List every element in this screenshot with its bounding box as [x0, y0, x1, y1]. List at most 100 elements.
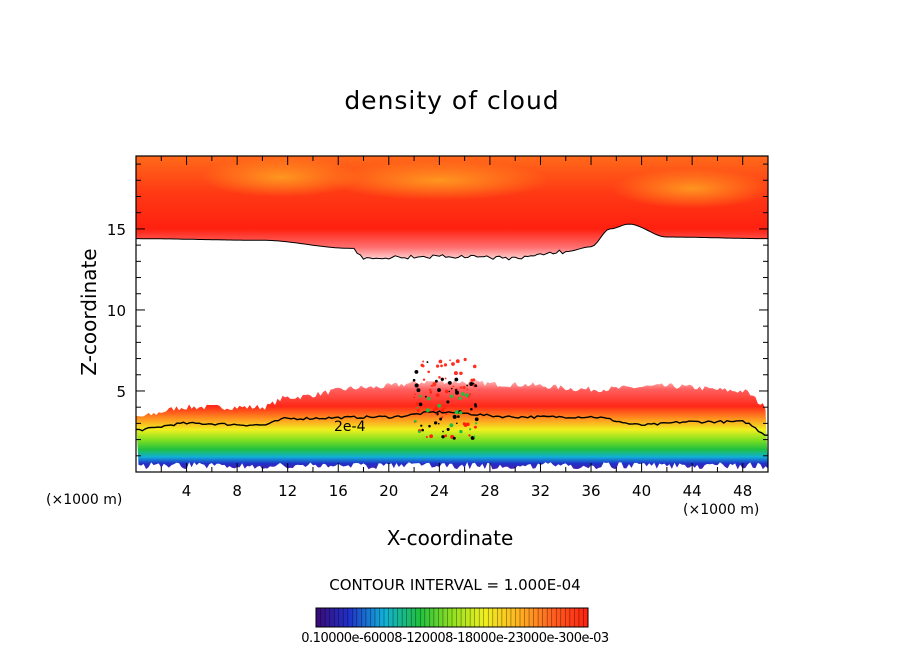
speckle — [447, 381, 452, 385]
speckle — [435, 413, 437, 415]
speckle — [441, 416, 444, 419]
speckle — [469, 393, 472, 396]
convective-speckles — [412, 357, 479, 440]
x-tick-label: 40 — [632, 482, 651, 500]
plot-frame — [135, 155, 769, 473]
speckle — [421, 428, 424, 432]
speckle — [437, 388, 441, 392]
speckle — [435, 393, 440, 397]
speckle — [466, 388, 469, 391]
speckle — [462, 385, 466, 390]
speckle — [427, 370, 431, 374]
speckle — [444, 377, 447, 380]
x-axis-label: X-coordinate — [386, 526, 514, 550]
x-tick-label: 36 — [581, 482, 600, 500]
speckle — [412, 378, 416, 382]
x-tick-label: 16 — [329, 482, 348, 500]
x-tick-label: 8 — [232, 482, 242, 500]
speckle — [467, 395, 470, 398]
speckle — [432, 382, 437, 387]
x-tick-label: 4 — [182, 482, 192, 500]
colorbar-ticks — [320, 608, 584, 627]
x-tick-label: 44 — [683, 482, 702, 500]
speckle — [466, 384, 469, 387]
y-axis-label: Z-coordinate — [77, 248, 101, 376]
speckle — [421, 364, 425, 368]
speckle — [416, 409, 420, 412]
speckle — [422, 378, 426, 381]
upper-cloud-cores — [201, 157, 768, 209]
speckle — [446, 400, 450, 404]
speckle — [424, 395, 427, 398]
speckle — [448, 390, 451, 393]
speckle — [474, 417, 479, 422]
speckle — [473, 425, 477, 429]
speckle — [463, 357, 467, 362]
speckle — [414, 369, 419, 374]
speckle — [432, 408, 437, 412]
speckle — [460, 372, 463, 374]
speckle — [458, 396, 462, 400]
contour-2e-4-line — [136, 410, 768, 436]
speckle — [436, 412, 439, 416]
speckle — [454, 377, 459, 382]
x-unit-right: (×1000 m) — [683, 502, 760, 518]
speckle — [470, 378, 474, 382]
x-tick-label: 28 — [480, 482, 499, 500]
speckle — [439, 417, 443, 421]
speckle — [443, 363, 448, 367]
y-tick-label: 15 — [107, 221, 126, 239]
x-tick-label: 12 — [278, 482, 297, 500]
speckle — [452, 414, 457, 419]
speckle — [422, 360, 425, 363]
speckle — [413, 396, 415, 399]
speckle — [426, 396, 431, 401]
colorbar-labels: 0.10000e-60008-120008-18000e-23000e-300e… — [301, 631, 609, 646]
speckle — [425, 435, 428, 438]
speckle — [418, 430, 421, 434]
speckle — [469, 382, 474, 386]
speckle — [438, 376, 441, 379]
speckle — [416, 388, 421, 393]
speckle — [474, 384, 478, 388]
speckle — [418, 402, 423, 407]
contour-label: 2e-4 — [334, 419, 366, 435]
speckle — [441, 435, 445, 439]
x-tick-label: 32 — [531, 482, 550, 500]
speckle — [416, 406, 419, 409]
speckle — [449, 359, 451, 362]
upper-cloud-core — [612, 168, 768, 209]
x-axis-ticks: 4 8 12 16 20 24 28 32 36 40 44 48 — [160, 156, 752, 500]
speckle — [440, 377, 444, 381]
speckle — [468, 434, 471, 437]
speckle — [429, 434, 434, 439]
speckle — [454, 410, 459, 415]
speckle — [453, 371, 458, 376]
x-tick-label: 48 — [733, 482, 752, 500]
speckle — [414, 393, 416, 396]
speckle — [451, 362, 455, 366]
speckle — [450, 387, 453, 390]
speckle — [438, 359, 443, 364]
speckle — [459, 429, 463, 434]
speckle — [463, 422, 468, 427]
speckle — [449, 394, 454, 398]
speckle — [444, 434, 448, 438]
speckle — [444, 407, 447, 410]
speckle — [456, 422, 458, 425]
speckle — [457, 415, 460, 418]
speckle — [452, 436, 456, 440]
speckle — [415, 402, 419, 406]
speckle — [472, 364, 477, 369]
speckle — [429, 391, 433, 394]
speckle — [449, 423, 454, 428]
upper-cloud-core — [201, 157, 362, 198]
speckle — [440, 408, 445, 413]
x-unit-left: (×1000 m) — [46, 492, 123, 508]
speckle — [446, 427, 450, 431]
chart-title: density of cloud — [344, 86, 560, 115]
speckle — [420, 424, 423, 427]
speckle — [413, 419, 417, 423]
speckle — [445, 412, 447, 415]
